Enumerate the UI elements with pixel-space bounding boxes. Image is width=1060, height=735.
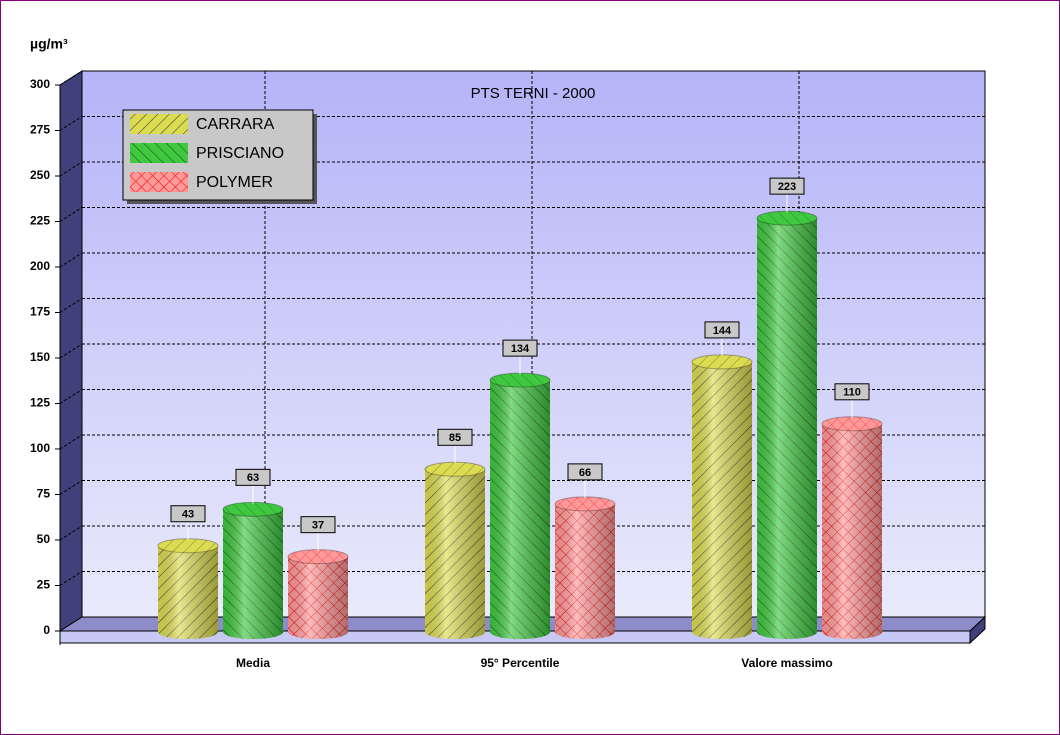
value-label-box xyxy=(437,428,473,446)
y-tick-label: 175 xyxy=(30,305,50,319)
bar-shade xyxy=(425,469,485,639)
grid-line-side xyxy=(59,116,83,131)
legend-label: CARRARA xyxy=(196,116,275,133)
bar-shade xyxy=(555,503,615,639)
legend-swatch-hatch xyxy=(130,114,188,134)
y-tick-label: 0 xyxy=(43,623,50,637)
legend-label: POLYMER xyxy=(196,174,273,191)
grid-line-side xyxy=(59,252,83,268)
value-label-box xyxy=(704,321,740,339)
value-label: 63 xyxy=(247,472,259,484)
y-tick-label: 200 xyxy=(30,259,50,273)
value-label: 144 xyxy=(713,325,732,337)
grid-line-side xyxy=(59,389,83,404)
bar-shade xyxy=(158,545,218,639)
value-label-box xyxy=(300,516,336,534)
bar xyxy=(756,210,818,639)
bar-top-hatch xyxy=(425,462,485,477)
bar-top-hatch xyxy=(288,549,348,564)
bar xyxy=(222,501,284,639)
bar-top-hatch xyxy=(490,373,550,388)
bar-top-hatch xyxy=(223,502,283,517)
value-label: 85 xyxy=(449,432,461,444)
value-label: 223 xyxy=(778,181,796,193)
floor-side xyxy=(969,615,986,645)
bar-shade xyxy=(223,509,283,639)
value-label-box xyxy=(834,383,870,401)
bar-shade xyxy=(757,218,817,639)
bar-shade xyxy=(490,380,550,639)
bar xyxy=(424,461,486,639)
grid-line-side xyxy=(59,571,83,586)
y-tick-label: 300 xyxy=(30,77,50,91)
legend-swatch-hatch xyxy=(130,143,188,163)
legend-label: PRISCIANO xyxy=(196,145,284,162)
x-tick-label: Valore massimo xyxy=(741,656,832,670)
value-label-box xyxy=(170,505,206,523)
value-label-box xyxy=(502,339,538,357)
grid-line-side xyxy=(59,161,83,177)
value-label: 43 xyxy=(182,509,194,521)
value-label-box xyxy=(235,468,271,486)
bar-shade xyxy=(288,556,348,639)
value-label: 110 xyxy=(843,387,861,399)
bar-top-hatch xyxy=(555,496,615,511)
grid-line-side xyxy=(59,70,83,86)
side-wall xyxy=(59,70,83,632)
bar xyxy=(157,538,219,639)
y-tick-label: 75 xyxy=(37,487,51,501)
y-tick-label: 225 xyxy=(30,214,50,228)
bar-top-hatch xyxy=(692,354,752,369)
value-label: 37 xyxy=(312,520,324,532)
value-label: 66 xyxy=(579,467,591,479)
bar xyxy=(691,354,753,639)
chart-title: PTS TERNI - 2000 xyxy=(471,85,596,102)
bar-top-hatch xyxy=(757,211,817,226)
grid-line-side xyxy=(59,343,83,359)
bar-shade xyxy=(692,361,752,639)
y-tick-label: 25 xyxy=(37,578,51,592)
bar-shade xyxy=(822,423,882,639)
bar xyxy=(287,549,349,639)
grid-line-side xyxy=(59,298,83,313)
value-label: 134 xyxy=(511,343,530,355)
y-tick-label: 50 xyxy=(37,532,51,546)
grid-line-side xyxy=(59,207,83,222)
x-tick-label: Media xyxy=(236,656,270,670)
grid-line-side xyxy=(59,480,83,495)
bar-top-hatch xyxy=(822,416,882,431)
y-tick-label: 150 xyxy=(30,350,50,364)
bar xyxy=(821,416,883,639)
bar xyxy=(554,496,616,639)
bar-top-hatch xyxy=(158,538,218,553)
y-tick-label: 100 xyxy=(30,441,50,455)
grid-line-side xyxy=(59,434,83,450)
value-label-box xyxy=(769,177,805,195)
y-tick-label: 250 xyxy=(30,168,50,182)
y-axis-label: µg/m³ xyxy=(30,36,68,52)
x-tick-label: 95° Percentile xyxy=(481,656,560,670)
grid-line-side xyxy=(59,525,83,541)
y-tick-label: 275 xyxy=(30,123,50,137)
bar xyxy=(489,372,551,639)
y-tick-label: 125 xyxy=(30,396,50,410)
value-label-box xyxy=(567,463,603,481)
legend-swatch-hatch xyxy=(130,172,188,192)
